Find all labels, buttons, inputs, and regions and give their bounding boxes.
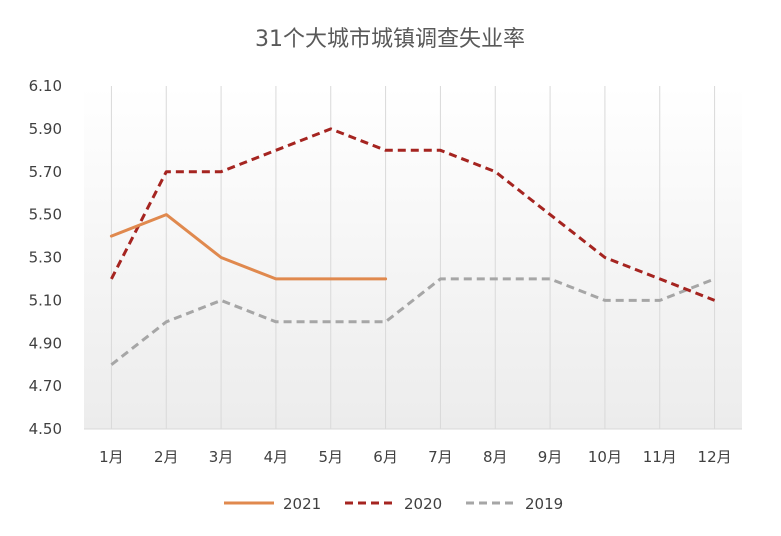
x-tick-label: 5月 bbox=[318, 448, 343, 466]
y-axis-ticks: 4.50 4.70 4.90 5.10 5.30 5.50 5.70 5.90 6.10 bbox=[29, 77, 62, 438]
y-tick-label: 5.30 bbox=[29, 249, 62, 267]
x-axis-ticks: 1月 2月 3月 4月 5月 6月 7月 8月 9月 10月 11月 12月 bbox=[99, 448, 731, 466]
y-tick-label: 5.90 bbox=[29, 120, 62, 138]
x-tick-label: 7月 bbox=[428, 448, 453, 466]
x-tick-label: 1月 bbox=[99, 448, 124, 466]
x-tick-label: 4月 bbox=[264, 448, 289, 466]
y-tick-label: 6.10 bbox=[29, 77, 62, 95]
y-tick-label: 4.70 bbox=[29, 377, 62, 395]
x-tick-label: 2月 bbox=[154, 448, 179, 466]
legend-label-2019: 2019 bbox=[525, 495, 563, 513]
plot-area bbox=[84, 86, 742, 429]
x-tick-label: 8月 bbox=[483, 448, 508, 466]
y-tick-label: 5.10 bbox=[29, 291, 62, 309]
gridlines bbox=[84, 86, 742, 430]
x-tick-label: 3月 bbox=[209, 448, 234, 466]
x-tick-label: 11月 bbox=[643, 448, 677, 466]
x-tick-label: 6月 bbox=[373, 448, 398, 466]
series-line-2020 bbox=[110, 127, 716, 302]
x-tick-label: 9月 bbox=[538, 448, 563, 466]
y-tick-label: 5.50 bbox=[29, 206, 62, 224]
y-tick-label: 4.90 bbox=[29, 334, 62, 352]
series-line-2019 bbox=[110, 277, 716, 366]
legend: 2021 2020 2019 bbox=[224, 495, 563, 513]
x-tick-label: 10月 bbox=[588, 448, 622, 466]
series-lines bbox=[109, 127, 716, 366]
chart-title: 31个大城市城镇调查失业率 bbox=[255, 27, 525, 52]
y-tick-label: 4.50 bbox=[29, 420, 62, 438]
x-tick-label: 12月 bbox=[698, 448, 732, 466]
series-line-2021 bbox=[109, 213, 388, 281]
y-tick-label: 5.70 bbox=[29, 163, 62, 181]
legend-label-2021: 2021 bbox=[283, 495, 321, 513]
legend-label-2020: 2020 bbox=[404, 495, 442, 513]
